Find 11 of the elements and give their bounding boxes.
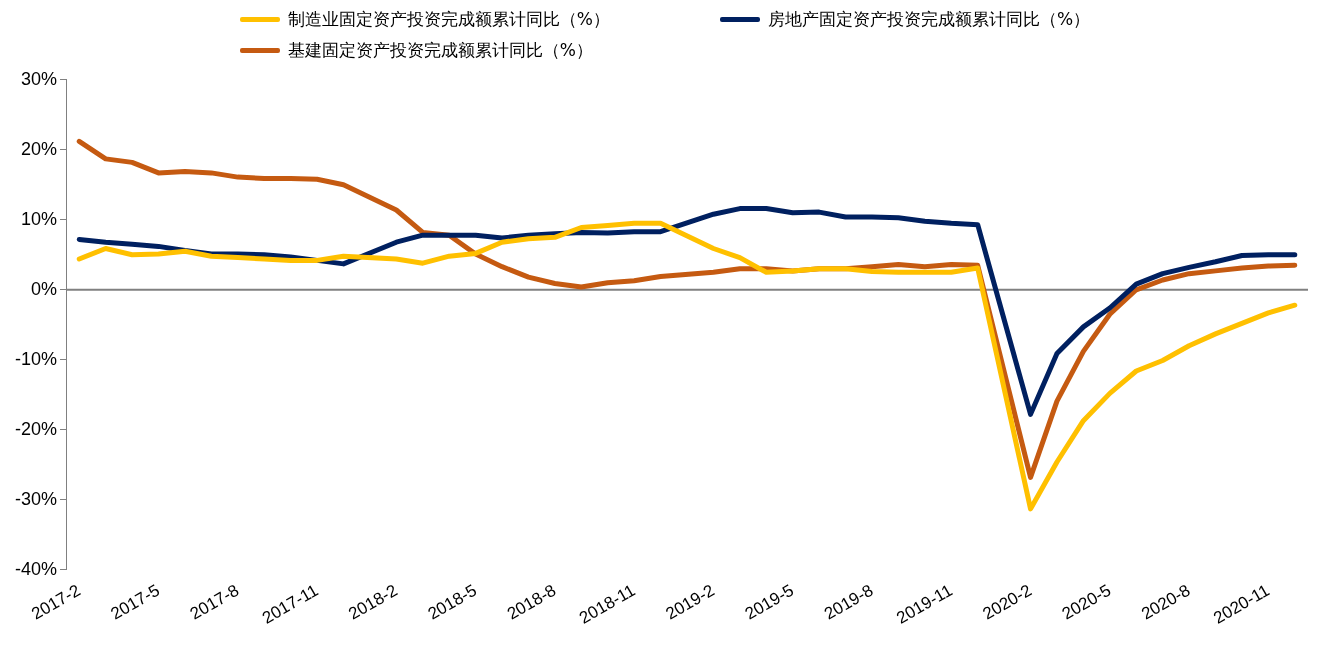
y-tick-label: 30% <box>20 68 58 89</box>
y-tick-label: -40% <box>14 558 58 579</box>
legend-label: 房地产固定资产投资完成额累计同比（%） <box>768 8 1091 31</box>
legend-label: 制造业固定资产投资完成额累计同比（%） <box>287 8 610 31</box>
y-tick-label: 20% <box>20 138 58 159</box>
y-tick-label: -20% <box>14 418 58 439</box>
y-tick-label: 10% <box>20 208 58 229</box>
y-tick-label: -10% <box>14 348 58 369</box>
y-tick-label: 0% <box>31 278 58 299</box>
y-tick-label: -30% <box>14 488 58 509</box>
legend-label: 基建固定资产投资完成额累计同比（%） <box>287 39 593 62</box>
